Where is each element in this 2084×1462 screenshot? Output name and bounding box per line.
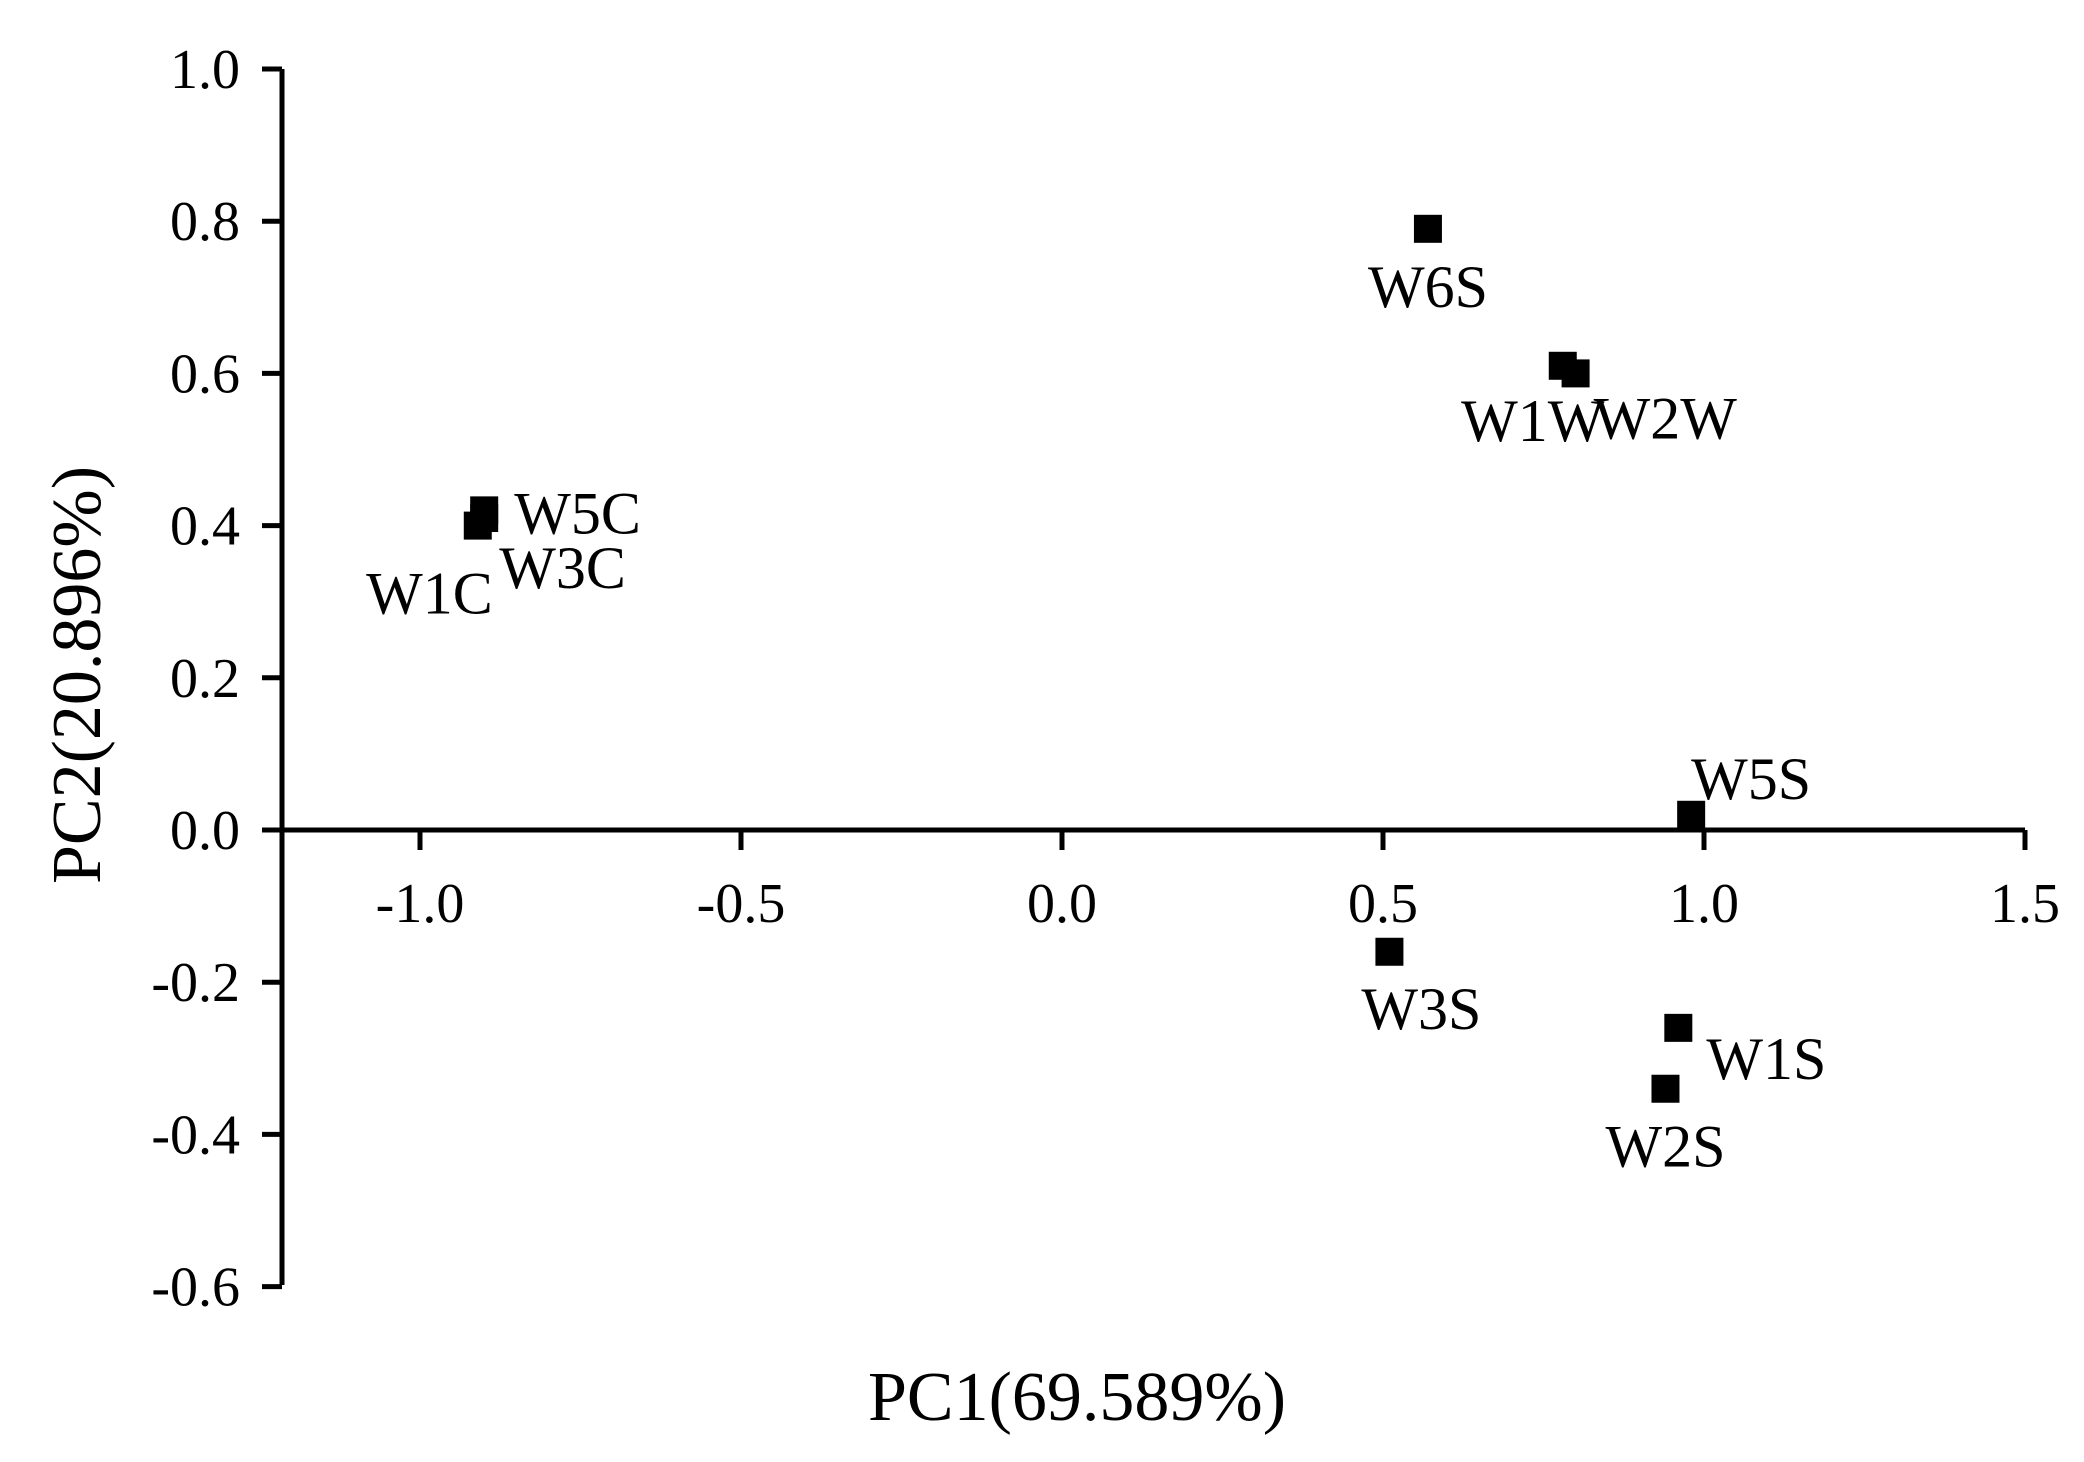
y-axis-ticks: 1.0 0.8 0.6 0.4 0.2 0.0 -0.2 -0.4 -0.6 bbox=[151, 39, 282, 1319]
data-point-label: W3C bbox=[499, 535, 626, 601]
y-tick-label: 0.6 bbox=[170, 343, 240, 405]
y-tick-label: -0.2 bbox=[151, 952, 240, 1014]
x-axis-title: PC1(69.589%) bbox=[868, 1359, 1286, 1436]
y-tick-label: -0.6 bbox=[151, 1257, 240, 1319]
data-point-label: W2S bbox=[1605, 1114, 1725, 1180]
data-point-marker bbox=[1651, 1074, 1680, 1103]
y-tick-label: -0.4 bbox=[151, 1104, 240, 1166]
data-point-label: W5C bbox=[514, 480, 641, 546]
x-tick-label: 1.5 bbox=[1990, 873, 2060, 935]
x-axis-ticks: -1.0 -0.5 0.0 0.5 1.0 1.5 bbox=[376, 830, 2060, 935]
axes bbox=[279, 69, 2025, 1285]
y-tick-label: 0.2 bbox=[170, 648, 240, 710]
data-point-marker bbox=[1664, 1013, 1693, 1042]
data-point-label: W5S bbox=[1691, 746, 1811, 812]
x-tick-label: 0.5 bbox=[1348, 873, 1418, 935]
data-point-marker bbox=[1561, 359, 1590, 388]
data-point-marker bbox=[470, 503, 499, 532]
data-point-marker bbox=[1413, 214, 1442, 243]
data-point-label: W1S bbox=[1706, 1026, 1826, 1092]
data-point-label: W3S bbox=[1361, 976, 1481, 1042]
data-point-label: W1C bbox=[366, 561, 493, 627]
x-tick-label: -0.5 bbox=[697, 873, 786, 935]
data-point-label: W1W bbox=[1461, 388, 1605, 454]
x-tick-label: 0.0 bbox=[1027, 873, 1097, 935]
data-points bbox=[463, 214, 1706, 1103]
x-tick-label: 1.0 bbox=[1669, 873, 1739, 935]
y-axis-title: PC2(20.896%) bbox=[39, 466, 116, 884]
x-tick-label: -1.0 bbox=[376, 873, 465, 935]
y-tick-label: 1.0 bbox=[170, 39, 240, 101]
y-tick-label: 0.8 bbox=[170, 191, 240, 253]
data-point-label: W6S bbox=[1368, 254, 1488, 320]
y-tick-label: 0.4 bbox=[170, 496, 240, 558]
y-tick-label: 0.0 bbox=[170, 800, 240, 862]
data-point-marker bbox=[1375, 937, 1404, 966]
data-point-label: W2W bbox=[1594, 385, 1738, 451]
data-point-marker bbox=[1677, 800, 1706, 829]
